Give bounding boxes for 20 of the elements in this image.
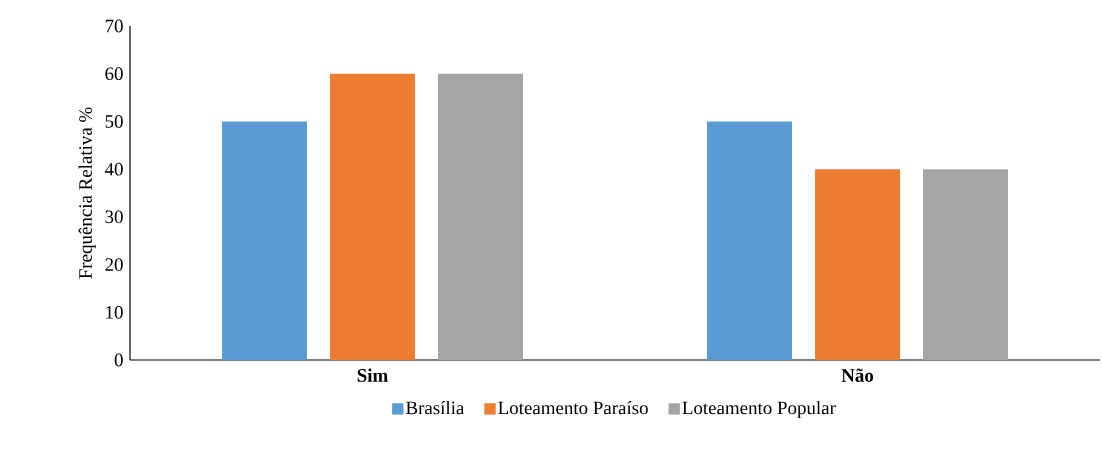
bar [438,73,523,360]
bar [815,169,901,360]
y-tick-label: 50 [105,115,123,128]
y-tick-label: 30 [105,210,123,224]
y-tick-label: 70 [105,19,123,33]
bar [923,169,1009,360]
y-tick-label: 10 [106,305,123,319]
legend-label: Loteamento Paraíso [498,400,648,415]
x-tick-label: Sim [357,368,388,382]
y-tick-label: 40 [104,162,123,176]
y-tick-label: 20 [105,258,123,271]
bar [707,121,793,360]
legend-label: Loteamento Popular [682,400,836,419]
bar [222,121,307,360]
y-tick-label: 60 [105,67,123,81]
y-tick-label: 0 [114,353,123,367]
legend-label: Brasília [406,400,465,415]
bar [330,73,415,360]
x-tick-label: Não [841,368,874,382]
y-axis-title: Frequência Relativa % [78,107,96,279]
